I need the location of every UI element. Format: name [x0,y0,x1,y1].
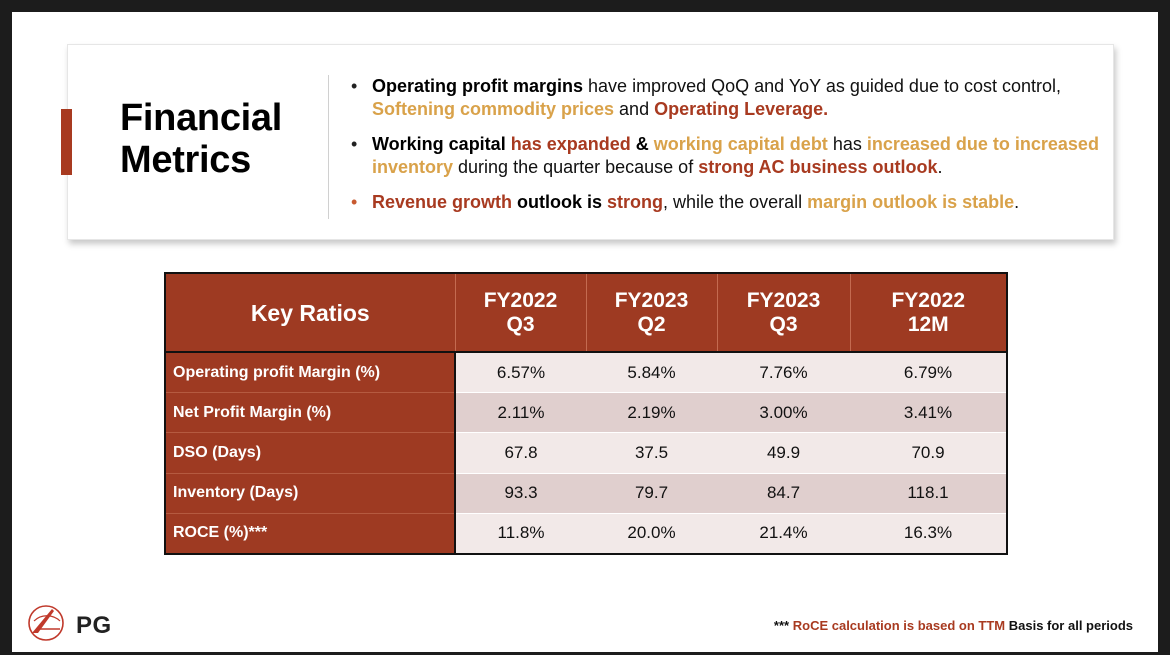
table-row: ROCE (%)*** 11.8% 20.0% 21.4% 16.3% [165,513,1007,555]
bullet-item: • Operating profit margins have improved … [348,75,1103,121]
key-ratios-table: Key Ratios FY2022 Q3 FY2023 Q2 FY2023 Q3 FY… [164,272,1008,555]
column-header-line1: FY2023 [614,288,689,312]
bullet-item: • Revenue growth outlook is strong, while… [348,191,1103,214]
bullet-text-segment: Working capital [372,134,506,154]
column-header-line1: FY2023 [746,288,821,312]
table-cell: 37.5 [586,432,717,474]
table-cell: 3.00% [717,392,850,434]
column-header: FY2022 Q3 [455,273,587,353]
row-label: Net Profit Margin (%) [165,392,456,434]
table-header-row: Key Ratios FY2022 Q3 FY2023 Q2 FY2023 Q3 FY… [165,273,1007,353]
table-cell: 2.11% [455,392,586,434]
bullet-text-segment: have improved QoQ and YoY as guided due … [583,76,1062,96]
header-card: Financial Metrics • Operating profit marg… [61,44,1114,240]
table-cell: 67.8 [455,432,586,474]
column-header: FY2023 Q2 [586,273,718,353]
bullet-dot-icon: • [351,76,358,96]
bullet-text-segment: and [614,99,655,119]
bullet-text-segment: increased due to increased inventory [372,134,1099,177]
table-cell: 2.19% [586,392,717,434]
table-cell: 16.3% [850,513,1007,555]
table-cell: 3.41% [850,392,1007,434]
column-header-line1: FY2022 [483,288,558,312]
row-label: Inventory (Days) [165,473,456,514]
row-label: Operating profit Margin (%) [165,352,456,394]
bullet-text-segment: has expanded [510,134,631,154]
bullet-item: • Working capital has expanded & working … [348,133,1103,179]
table-cell: 6.79% [850,352,1007,394]
footnote-stars: *** [773,618,790,633]
bullet-text-segment: working capital debt [653,134,828,154]
bullet-text-segment: outlook is [512,192,608,212]
bullet-text-segment: , while the overall [663,192,808,212]
column-header: FY2023 Q3 [717,273,851,353]
bullet-text-segment: margin outlook is stable [807,192,1015,212]
table-cell: 6.57% [455,352,586,394]
bullet-text-segment: . [1014,192,1020,212]
column-header-line2: Q3 [769,312,798,336]
table-cell: 11.8% [455,513,586,555]
table-cell: 79.7 [586,473,717,514]
logo-text: PG [76,612,112,639]
bullet-text-segment: Operating profit margins [372,76,584,96]
table-cell: 20.0% [586,513,717,555]
table-cell: 118.1 [850,473,1007,514]
bullet-dot-icon: • [351,134,358,154]
footnote-rest: Basis for all periods [1008,618,1133,633]
title-line-2: Metrics [120,139,251,181]
bullet-text-segment: strong AC business outlook [698,157,938,177]
bullet-list: • Operating profit margins have improved … [348,75,1103,226]
page-title: Financial Metrics [120,97,282,181]
column-header-line2: Q2 [637,312,666,336]
column-header-key-ratios: Key Ratios [165,273,456,353]
table-row: Inventory (Days) 93.3 79.7 84.7 118.1 [165,473,1007,514]
table-row: Operating profit Margin (%) 6.57% 5.84% 7.7… [165,352,1007,394]
column-header-line2: Q3 [506,312,535,336]
column-header: FY2022 12M [850,273,1007,353]
table-cell: 84.7 [717,473,850,514]
table-cell: 49.9 [717,432,850,474]
accent-bar [61,109,72,175]
table-cell: 21.4% [717,513,850,555]
column-header-line1: FY2022 [891,288,966,312]
slide: Financial Metrics • Operating profit marg… [12,12,1158,652]
bullet-dot-icon: • [351,192,358,212]
table-cell: 93.3 [455,473,586,514]
table-cell: 5.84% [586,352,717,394]
bullet-text-segment: during the quarter because of [453,157,699,177]
footnote-highlight: RoCE calculation is based on TTM [792,618,1006,633]
vertical-divider [328,75,329,219]
bullet-text-segment: Softening commodity prices [372,99,615,119]
table-row: Net Profit Margin (%) 2.11% 2.19% 3.00% 3.41… [165,392,1007,434]
row-label: ROCE (%)*** [165,513,456,555]
bullet-text-segment: has [827,134,867,154]
bullet-text-segment: Operating Leverage. [654,99,829,119]
pg-logo-icon [28,605,64,641]
table-cell: 70.9 [850,432,1007,474]
footnote: *** RoCE calculation is based on TTM Bas… [774,618,1133,633]
row-label: DSO (Days) [165,432,456,474]
bullet-text-segment: Revenue growth [372,192,513,212]
bullet-text-segment: strong [607,192,664,212]
table-row: DSO (Days) 67.8 37.5 49.9 70.9 [165,432,1007,474]
title-line-1: Financial [120,97,283,139]
table-cell: 7.76% [717,352,850,394]
table-body: Operating profit Margin (%) 6.57% 5.84% 7.7… [165,352,1007,555]
bullet-text-segment: . [937,157,943,177]
column-header-line2: 12M [907,312,949,336]
bullet-text-segment: & [630,134,654,154]
